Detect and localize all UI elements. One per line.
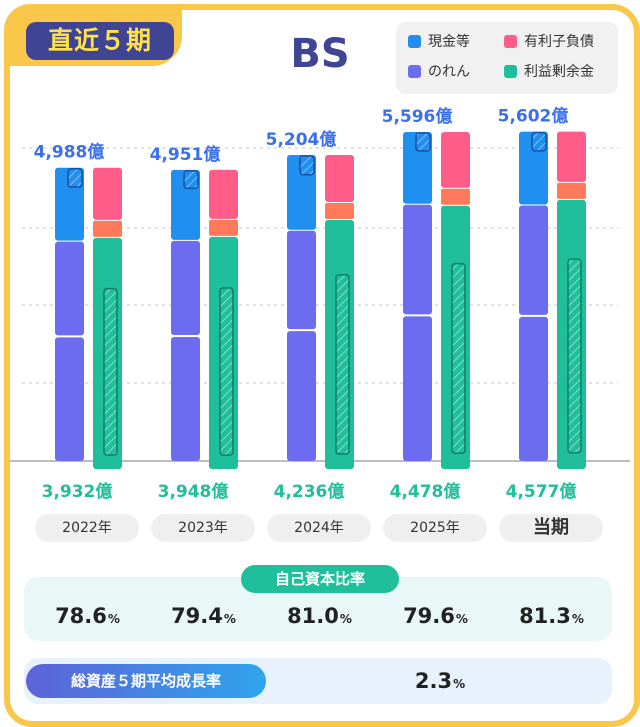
bar-debt-0: [93, 167, 122, 220]
period-tag-label: 直近５期: [26, 22, 174, 60]
bar-cash-hatch-4: [531, 131, 547, 152]
bar-debt-lower-1: [209, 219, 238, 236]
cagr-value: 2.3%: [414, 669, 466, 693]
retained-label-2: 4,236億: [274, 481, 345, 502]
year-label-2025: 2025年: [383, 514, 487, 542]
bar-debt-2: [325, 155, 354, 202]
equity-ratio-2023: 79.4%: [171, 604, 236, 628]
retained-label-3: 4,478億: [390, 481, 461, 502]
bar-cash-hatch-0: [67, 167, 83, 188]
bar-retained-hatch-1: [219, 287, 234, 456]
asset-total-label-2: 5,204億: [266, 129, 337, 150]
retained-label-0: 3,932億: [42, 481, 113, 502]
legend-swatch-goodwill: [408, 65, 421, 78]
bar-goodwill-lower-2: [287, 331, 316, 461]
equity-ratio-current: 81.3%: [519, 604, 584, 628]
year-label-2022: 2022年: [35, 514, 139, 542]
bar-debt-lower-3: [441, 188, 470, 205]
bar-debt-1: [209, 169, 238, 219]
retained-label-4: 4,577億: [506, 481, 577, 502]
bar-retained-hatch-4: [567, 258, 582, 454]
bar-goodwill-lower-3: [403, 316, 432, 461]
cagr-header: 総資産５期平均成長率: [26, 664, 266, 698]
asset-total-label-0: 4,988億: [34, 142, 105, 163]
bar-debt-lower-0: [93, 220, 122, 237]
legend-swatch-retained: [504, 65, 517, 78]
year-label-2024: 2024年: [267, 514, 371, 542]
bar-retained-hatch-3: [451, 262, 466, 454]
asset-total-label-3: 5,596億: [382, 106, 453, 127]
bar-retained-hatch-0: [103, 287, 118, 456]
bar-goodwill-lower-1: [171, 336, 200, 461]
equity-ratio-2022: 78.6%: [55, 604, 120, 628]
bar-goodwill-upper-1: [171, 240, 200, 335]
year-label-current: 当期: [499, 514, 603, 542]
bar-goodwill-upper-0: [55, 241, 84, 336]
bar-debt-lower-4: [557, 182, 586, 199]
equity-ratio-header: 自己資本比率: [241, 565, 399, 593]
bar-debt-lower-2: [325, 202, 354, 219]
legend-label-debt: 有利子負債: [524, 34, 594, 50]
legend-swatch-cash: [408, 35, 421, 48]
retained-label-1: 3,948億: [158, 481, 229, 502]
bar-goodwill-upper-2: [287, 230, 316, 330]
bar-goodwill-upper-4: [519, 205, 548, 315]
legend-label-cash: 現金等: [428, 34, 470, 50]
period-tag: 直近５期: [4, 4, 182, 66]
bar-cash-hatch-3: [415, 132, 431, 152]
equity-ratio-2025: 79.6%: [403, 604, 468, 628]
bar-goodwill-lower-0: [55, 337, 84, 461]
bar-goodwill-upper-3: [403, 204, 432, 315]
bar-debt-4: [557, 131, 586, 182]
equity-ratio-2024: 81.0%: [287, 604, 352, 628]
bar-debt-3: [441, 131, 470, 188]
bar-cash-hatch-1: [183, 170, 199, 190]
legend-label-retained: 利益剰余金: [524, 64, 594, 80]
chart-title: BS: [290, 31, 350, 77]
asset-total-label-1: 4,951億: [150, 144, 221, 165]
asset-total-label-4: 5,602億: [498, 106, 569, 127]
legend-swatch-debt: [504, 35, 517, 48]
bar-retained-hatch-2: [335, 273, 350, 455]
bar-cash-hatch-2: [299, 155, 315, 176]
legend: 現金等 有利子負債 のれん 利益剰余金: [396, 22, 618, 94]
year-label-2023: 2023年: [151, 514, 255, 542]
bar-goodwill-lower-4: [519, 316, 548, 461]
legend-label-goodwill: のれん: [428, 64, 470, 80]
